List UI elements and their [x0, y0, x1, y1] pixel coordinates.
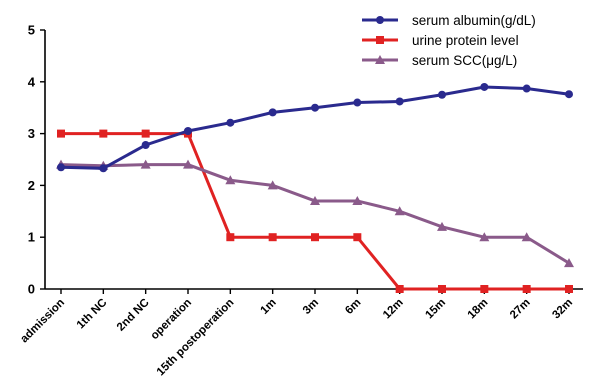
- data-point: [565, 90, 573, 99]
- y-tick-label: 2: [28, 178, 35, 193]
- y-tick-label: 1: [28, 230, 35, 245]
- data-point: [394, 206, 405, 216]
- data-point: [480, 285, 489, 293]
- data-point: [226, 233, 235, 242]
- series-1: [57, 129, 573, 293]
- series-line: [60, 163, 570, 265]
- data-point: [184, 127, 192, 136]
- legend-item: serum albumin(g/dL): [362, 13, 536, 28]
- data-point: [99, 129, 108, 138]
- legend-label: serum albumin(g/dL): [412, 13, 536, 28]
- x-tick-label: 6m: [343, 297, 363, 317]
- data-point: [522, 84, 531, 93]
- x-tick-label: 15th postoperation: [155, 297, 237, 379]
- legend-swatch-marker: [375, 55, 385, 64]
- series-line: [61, 132, 569, 291]
- data-point: [310, 195, 320, 205]
- data-point: [141, 140, 150, 149]
- series-line: [60, 85, 570, 170]
- y-tick-label: 3: [28, 126, 35, 141]
- y-tick-label: 5: [28, 23, 35, 38]
- axes: 0 1 2 3 4 5 admission 1th NC 2nd NCoperation15th…: [18, 23, 583, 379]
- series-0: [57, 82, 573, 173]
- data-point: [480, 82, 489, 91]
- data-point: [140, 159, 151, 169]
- x-tick-label: 15m: [423, 297, 448, 322]
- x-tick-label: operation: [149, 297, 195, 343]
- y-tick-label: 0: [28, 282, 35, 297]
- x-tick-label: 2nd NC: [115, 297, 152, 334]
- data-point: [268, 233, 277, 242]
- data-point: [141, 129, 150, 138]
- legend-swatch-marker: [376, 36, 384, 44]
- data-point: [57, 129, 65, 138]
- data-point: [479, 232, 490, 242]
- x-tick-label: admission: [18, 297, 67, 346]
- legend: serum albumin(g/dL) urine protein level se…: [362, 13, 536, 68]
- legend-label: urine protein level: [412, 33, 519, 48]
- series-layer: [56, 82, 574, 293]
- data-point: [311, 103, 319, 112]
- x-tick-label: 18m: [466, 297, 491, 322]
- data-point: [183, 159, 193, 169]
- x-tick-label: 32m: [550, 297, 575, 322]
- legend-item: urine protein level: [362, 33, 519, 48]
- x-tick-label: 1th NC: [75, 297, 110, 332]
- data-point: [226, 118, 235, 127]
- data-point: [565, 285, 573, 293]
- data-point: [352, 195, 363, 205]
- data-point: [353, 98, 362, 107]
- data-point: [267, 180, 278, 190]
- data-point: [268, 108, 277, 117]
- series-2: [56, 159, 574, 268]
- x-tick-label: 1m: [259, 297, 279, 317]
- data-point: [438, 90, 446, 99]
- data-point: [521, 232, 532, 242]
- y-tick-label: 4: [28, 74, 36, 89]
- data-point: [57, 163, 65, 172]
- legend-item: serum SCC(μg/L): [362, 53, 517, 68]
- data-point: [438, 285, 446, 293]
- legend-label: serum SCC(μg/L): [412, 53, 517, 68]
- data-point: [311, 233, 319, 242]
- x-tick-label: 27m: [508, 297, 533, 322]
- data-point: [225, 175, 236, 185]
- legend-swatch-marker: [376, 16, 384, 24]
- data-point: [395, 97, 404, 106]
- data-point: [395, 285, 404, 293]
- data-point: [99, 164, 108, 173]
- data-point: [564, 258, 574, 268]
- data-point: [353, 233, 362, 242]
- x-tick-label: 3m: [301, 297, 321, 317]
- data-point: [522, 285, 531, 293]
- data-point: [437, 221, 447, 231]
- x-tick-label: 12m: [381, 297, 406, 322]
